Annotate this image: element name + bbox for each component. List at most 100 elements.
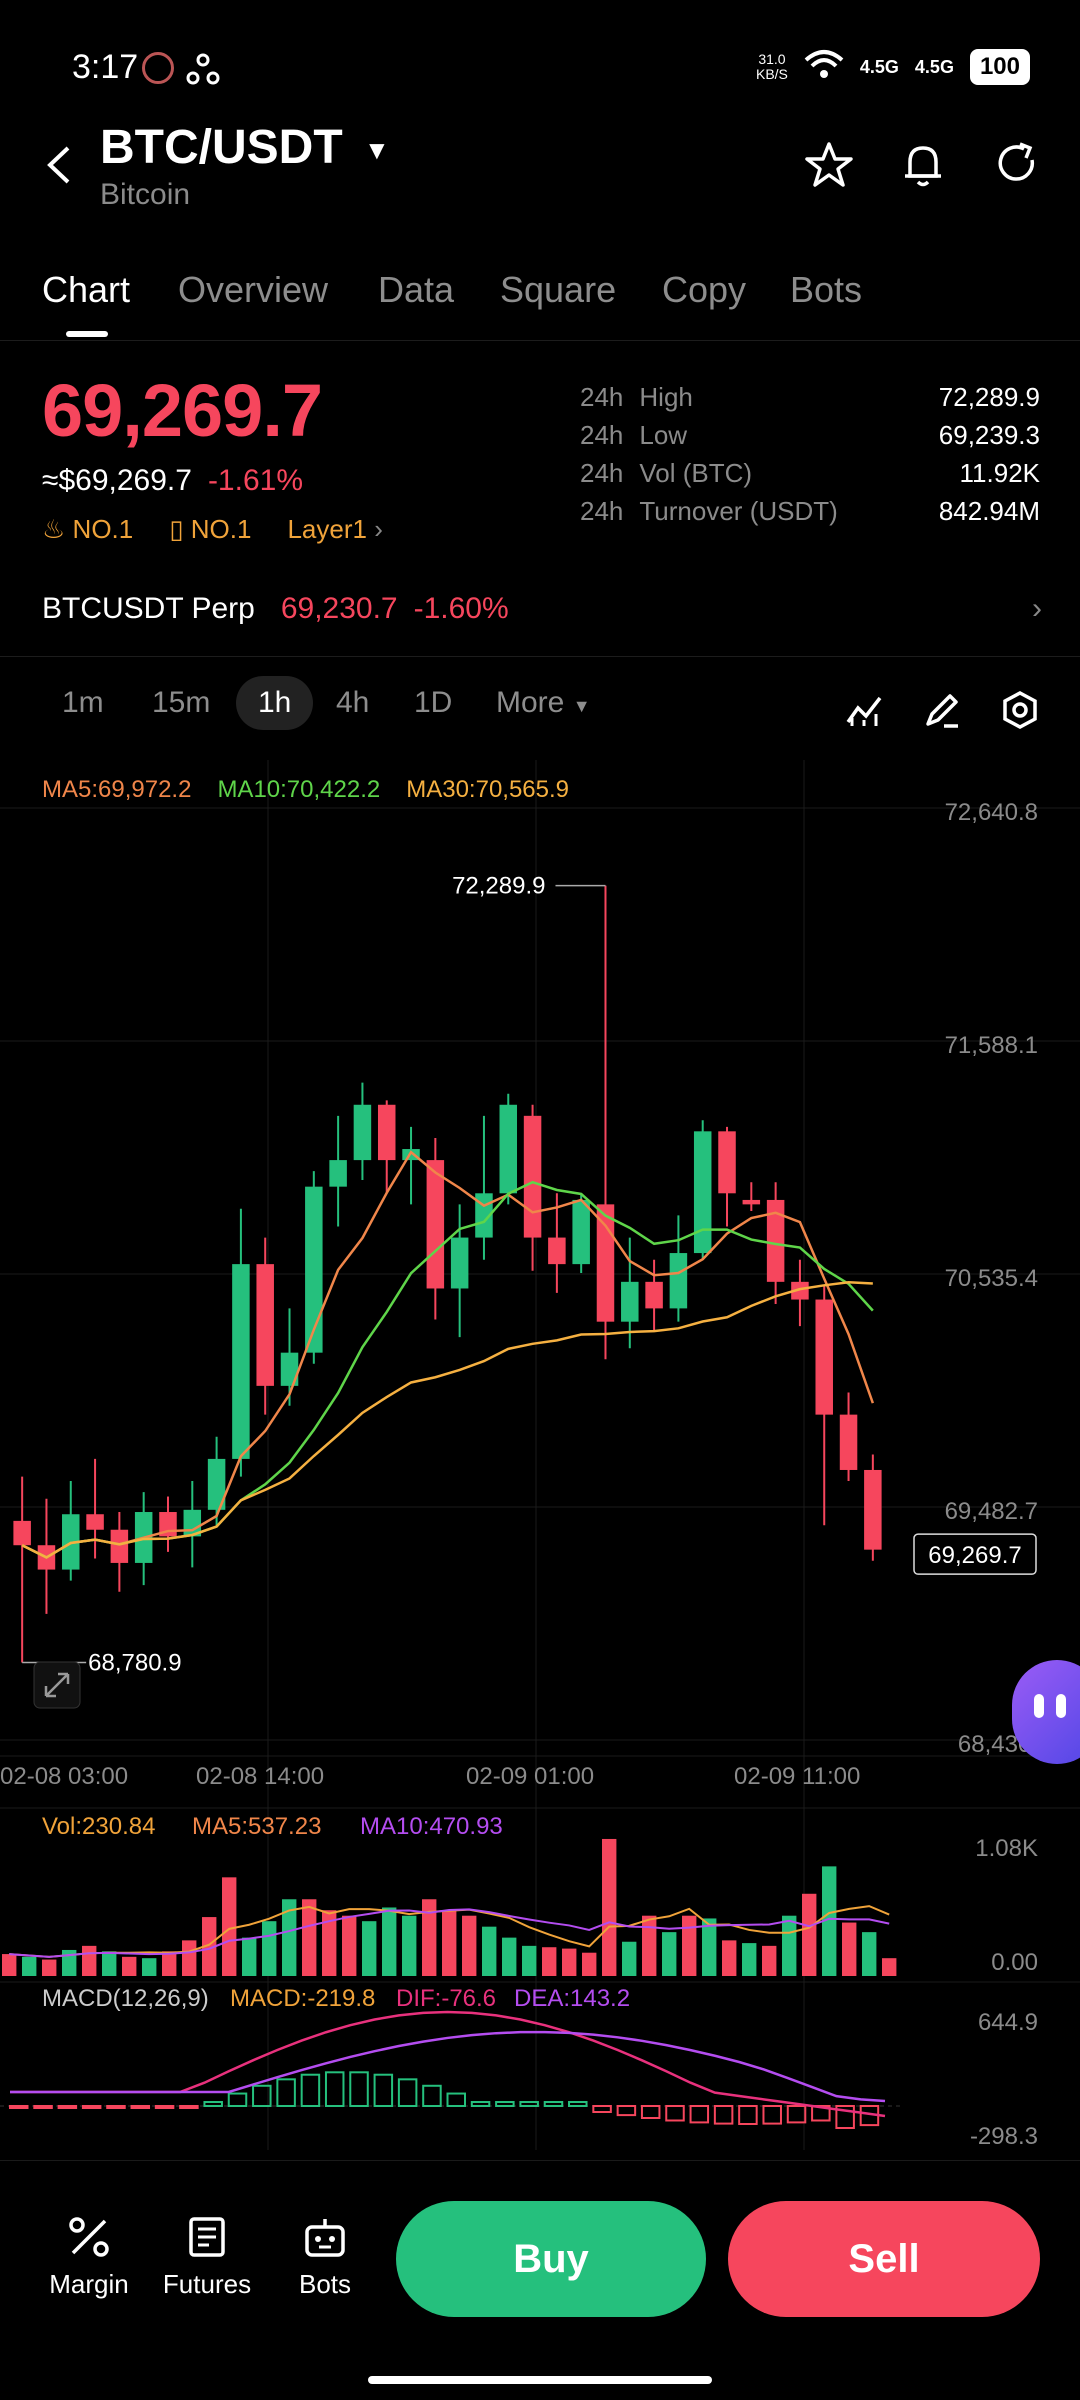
draw-pen-icon[interactable] xyxy=(922,690,962,730)
sell-button[interactable]: Sell xyxy=(728,2201,1040,2317)
volume-bar xyxy=(82,1945,97,1976)
volume-bar xyxy=(402,1915,417,1976)
volume-bar xyxy=(442,1910,457,1976)
candle-body xyxy=(693,1131,712,1254)
tag-category[interactable]: Layer1 › xyxy=(287,514,383,544)
interval-1d[interactable]: 1D xyxy=(414,686,453,719)
interval-4h[interactable]: 4h xyxy=(336,686,370,719)
refresh-icon[interactable] xyxy=(990,138,1044,192)
volume-bar xyxy=(722,1940,737,1976)
candle-body xyxy=(864,1469,882,1550)
volume-bar xyxy=(582,1952,597,1976)
macd-bar xyxy=(568,2101,588,2107)
candle-body xyxy=(305,1186,323,1353)
ranking-tags: ♨ NO.1 ▯ NO.1 Layer1 › xyxy=(42,514,383,545)
margin-icon xyxy=(69,2217,109,2257)
macd-bar xyxy=(786,2105,807,2124)
macd-bar xyxy=(495,2101,515,2107)
indicator-icon[interactable] xyxy=(844,690,884,730)
candle-body xyxy=(110,1529,129,1563)
rank-icon: ▯ xyxy=(169,514,184,544)
macd-bar xyxy=(324,2071,345,2107)
y-tick-label: 69,482.7 xyxy=(945,1498,1038,1525)
volume-bar xyxy=(802,1893,817,1976)
macd-legend-macd: MACD:-219.8 xyxy=(230,1985,375,2012)
stat-vol: 24h Vol (BTC) 11.92K xyxy=(580,458,1040,488)
stat-low: 24h Low 69,239.3 xyxy=(580,420,1040,450)
bell-icon[interactable] xyxy=(896,138,950,192)
coin-name: Bitcoin xyxy=(100,178,191,211)
ma30-line xyxy=(21,1280,873,1559)
tag-hot[interactable]: ♨ NO.1 xyxy=(42,514,134,544)
candle-body xyxy=(791,1281,809,1300)
interval-1m[interactable]: 1m xyxy=(62,686,104,719)
macd-bar xyxy=(592,2105,612,2113)
volume-bar xyxy=(702,1918,717,1976)
expand-arrow xyxy=(44,1672,70,1698)
usd-price: ≈$69,269.7 xyxy=(42,464,192,497)
perp-price: 69,230.7 xyxy=(280,592,398,625)
divider xyxy=(0,656,1080,657)
tag-rank[interactable]: ▯ NO.1 xyxy=(169,514,252,544)
volume-bar xyxy=(382,1907,397,1976)
volume-bar xyxy=(742,1943,757,1976)
high-label: 72,289.9 xyxy=(452,873,545,900)
price-change: -1.61% xyxy=(207,464,303,497)
macd-bar xyxy=(640,2105,661,2119)
home-indicator[interactable] xyxy=(368,2376,712,2384)
ma30-legend: MA30:70,565.9 xyxy=(406,776,570,803)
vol-tick: 1.08K xyxy=(975,1835,1038,1862)
volume-bar xyxy=(202,1917,217,1976)
tab-bots[interactable]: Bots xyxy=(790,269,863,310)
interval-more[interactable]: More ▼ xyxy=(496,686,591,719)
tab-square[interactable]: Square xyxy=(500,269,617,310)
ma5-legend: MA5:69,972.2 xyxy=(42,776,192,803)
tab-chart[interactable]: Chart xyxy=(42,269,131,310)
tab-data[interactable]: Data xyxy=(378,269,455,310)
back-arrow-icon[interactable] xyxy=(40,140,80,190)
candle-body xyxy=(645,1281,663,1309)
volume-bar xyxy=(422,1899,437,1976)
candle-body xyxy=(742,1199,761,1205)
y-tick-label: 70,535.4 xyxy=(945,1265,1038,1292)
perp-link[interactable]: BTCUSDT Perp 69,230.7 -1.60% › xyxy=(42,592,1042,626)
volume-bar xyxy=(222,1877,237,1976)
interval-15m[interactable]: 15m xyxy=(152,686,211,719)
candle-body xyxy=(718,1131,736,1194)
battery-icon: 100 xyxy=(969,49,1030,85)
macd-bar xyxy=(154,2105,175,2109)
price-chart[interactable]: 72,640.871,588.170,535.469,482.768,430.7… xyxy=(0,760,1080,2160)
assistant-bot-icon[interactable] xyxy=(1012,1660,1080,1764)
ma10-legend: MA10:70,422.2 xyxy=(217,776,381,803)
candle-body xyxy=(280,1352,299,1386)
macd-bar xyxy=(446,2092,466,2107)
candle-body xyxy=(450,1237,469,1289)
macd-bar xyxy=(81,2105,102,2109)
app-notification-icon xyxy=(142,52,174,84)
macd-legend-name: MACD(12,26,9) xyxy=(42,1985,209,2012)
macd-bar xyxy=(835,2105,855,2129)
buy-button[interactable]: Buy xyxy=(396,2201,706,2317)
candle-body xyxy=(426,1160,445,1289)
tab-overview[interactable]: Overview xyxy=(178,269,329,310)
price-sub: ≈$69,269.7 -1.61% xyxy=(42,464,303,498)
candle-body xyxy=(256,1264,274,1386)
tab-copy[interactable]: Copy xyxy=(662,269,747,310)
interval-1h[interactable]: 1h xyxy=(236,676,314,730)
chevron-right-icon: › xyxy=(374,514,383,544)
macd-bar xyxy=(762,2105,782,2125)
low-label: 68,780.9 xyxy=(88,1650,181,1677)
futures-button[interactable]: Futures xyxy=(152,2215,262,2300)
main-tabs: Chart Overview Data Square Copy Bots xyxy=(0,265,1080,341)
volume-bar xyxy=(242,1937,257,1976)
settings-hex-icon[interactable] xyxy=(1000,690,1040,730)
pair-selector[interactable]: BTC/USDT ▼ xyxy=(100,120,390,175)
net-speed: 31.0 KB/S xyxy=(755,51,788,82)
bots-button[interactable]: Bots xyxy=(270,2215,380,2300)
caret-down-icon: ▼ xyxy=(572,696,591,716)
x-tick-label: 02-09 11:00 xyxy=(734,1763,860,1790)
macd-bar xyxy=(252,2084,272,2107)
margin-button[interactable]: Margin xyxy=(34,2215,144,2300)
star-icon[interactable] xyxy=(802,138,856,192)
vol-tick: 0.00 xyxy=(991,1949,1038,1976)
